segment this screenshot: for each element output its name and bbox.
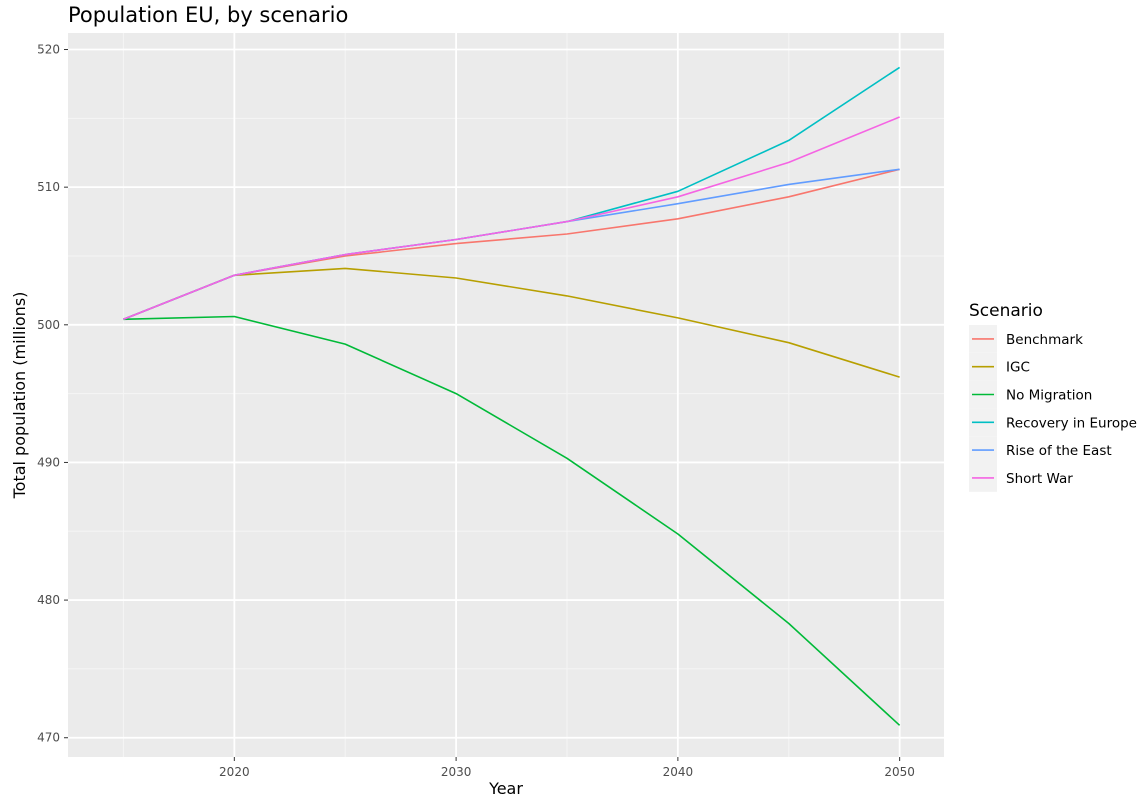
legend-label: Recovery in Europe: [1006, 415, 1137, 431]
series-line-igc: [123, 267, 900, 378]
y-tick-label: 470: [37, 731, 60, 745]
chart-title: Population EU, by scenario: [68, 3, 348, 27]
axis-ticks: 470 480 490 500 510 520 2020 2030 2040 2050: [37, 43, 915, 779]
legend-title: Scenario: [969, 301, 1043, 321]
legend-item-short-war: Short War: [969, 464, 1073, 492]
legend-item-igc: IGC: [969, 352, 1030, 381]
plot-panel: [68, 33, 944, 757]
legend-item-rise-of-the-east: Rise of the East: [969, 436, 1112, 464]
y-tick-label: 510: [37, 180, 60, 194]
legend-item-recovery-in-europe: Recovery in Europe: [969, 408, 1137, 437]
series-line-short-war: [123, 116, 900, 321]
legend-label: No Migration: [1006, 388, 1092, 404]
x-tick-label: 2040: [663, 765, 694, 779]
series-line-no-migration: [123, 315, 901, 726]
x-axis-title: Year: [488, 779, 523, 798]
y-tick-label: 500: [37, 318, 60, 332]
legend-item-no-migration: No Migration: [969, 380, 1092, 409]
x-tick-label: 2030: [441, 765, 472, 779]
legend: Scenario Benchmark IGC No Migration Recover…: [969, 301, 1137, 492]
series-lines: [123, 66, 901, 726]
x-tick-label: 2020: [219, 765, 250, 779]
y-axis-title: Total population (millions): [10, 292, 29, 500]
y-tick-label: 490: [37, 455, 60, 469]
y-tick-label: 480: [37, 593, 60, 607]
grid-lines: [68, 33, 944, 757]
legend-label: IGC: [1006, 360, 1030, 376]
legend-label: Rise of the East: [1006, 443, 1112, 459]
legend-item-benchmark: Benchmark: [969, 325, 1083, 353]
x-tick-label: 2050: [884, 765, 915, 779]
legend-label: Short War: [1006, 471, 1073, 487]
legend-label: Benchmark: [1006, 332, 1083, 348]
y-tick-label: 520: [37, 43, 60, 57]
